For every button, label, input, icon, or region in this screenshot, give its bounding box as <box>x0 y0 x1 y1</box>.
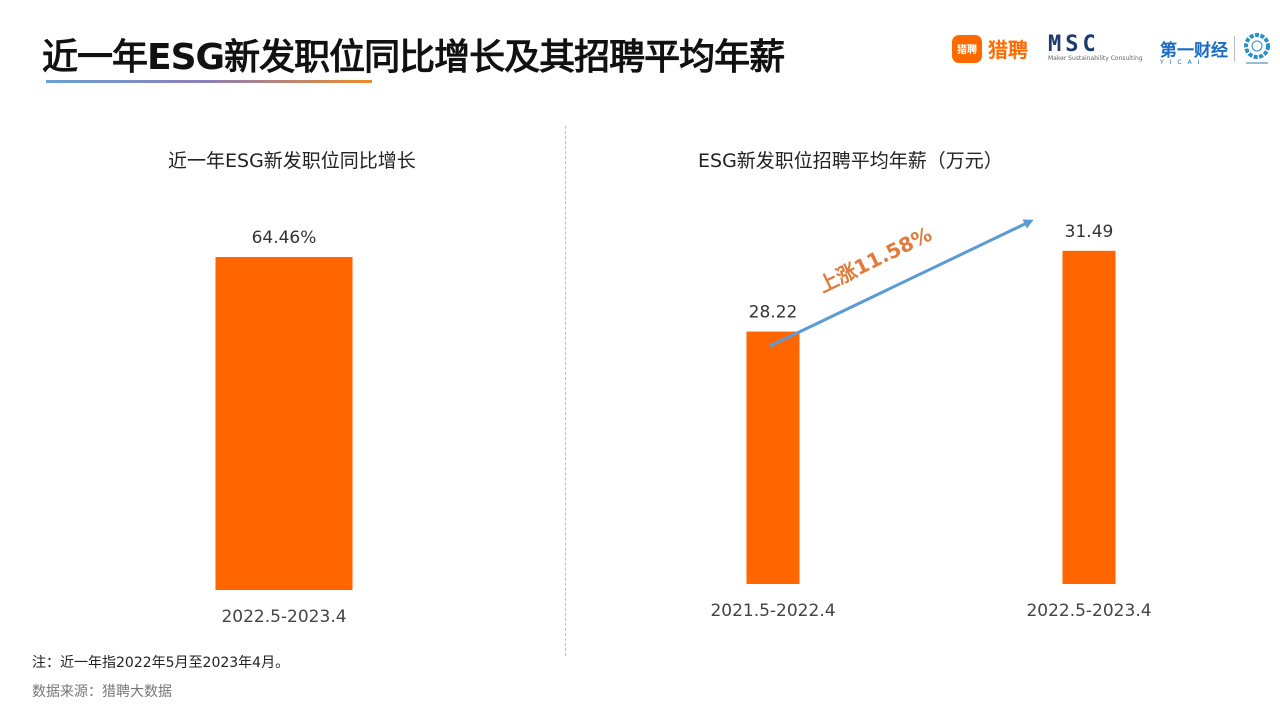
title-underline <box>46 80 372 83</box>
chart-1-title: 近一年ESG新发职位同比增长 <box>168 150 416 172</box>
sdg-wheel-icon <box>1244 33 1270 64</box>
growth-annotation: 上涨11.58% <box>814 222 935 298</box>
chart-2-value-label-2: 31.49 <box>1065 222 1114 242</box>
yicai-logo-text: 第一财经 <box>1160 41 1228 61</box>
liepin-logo-text: 猎聘 <box>988 38 1028 62</box>
yicai-logo: 第一财经 YICAI <box>1160 36 1228 66</box>
chart-1-bar-1 <box>215 257 353 590</box>
logo-separator <box>1234 36 1235 62</box>
chart-2-title: ESG新发职位招聘平均年薪（万元） <box>698 150 1003 172</box>
msc-logo-subtext: Maker Sustainability Consulting <box>1048 55 1143 62</box>
footnote: 注：近一年指2022年5月至2023年4月。 <box>32 655 290 671</box>
chart-2-bar-1 <box>746 331 800 584</box>
page-title: 近一年ESG新发职位同比增长及其招聘平均年薪 <box>42 37 785 78</box>
chart-2-bar-2 <box>1062 250 1116 584</box>
chart-1-value-label-1: 64.46% <box>252 228 317 248</box>
liepin-logo: 猎聘 猎聘 <box>952 34 1028 63</box>
msc-logo-text: MSC <box>1048 32 1100 57</box>
msc-logo: MSC Maker Sustainability Consulting <box>1048 32 1148 62</box>
chart-2-value-label-1: 28.22 <box>749 303 798 323</box>
chart-1-category-label-1: 2022.5-2023.4 <box>221 607 346 627</box>
chart-2-category-label-2: 2022.5-2023.4 <box>1026 601 1151 621</box>
chart-2-category-label-1: 2021.5-2022.4 <box>710 601 835 621</box>
data-source: 数据来源：猎聘大数据 <box>32 684 172 700</box>
liepin-icon: 猎聘 <box>952 34 982 63</box>
growth-arrow <box>769 219 1034 348</box>
chart-divider <box>565 126 566 656</box>
yicai-logo-subtext: YICAI <box>1160 59 1206 66</box>
logo-bar: 猎聘 猎聘 MSC Maker Sustainability Consultin… <box>952 30 1272 70</box>
